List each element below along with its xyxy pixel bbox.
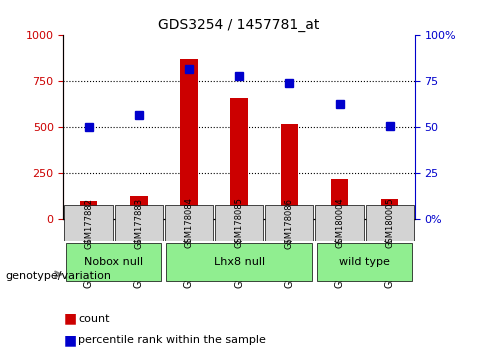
Text: GSM178084: GSM178084 [184,198,193,249]
FancyBboxPatch shape [366,205,414,241]
Bar [281,124,298,219]
FancyBboxPatch shape [166,243,312,281]
FancyBboxPatch shape [115,205,163,241]
FancyBboxPatch shape [66,243,162,281]
FancyBboxPatch shape [165,205,213,241]
Text: GSM177883: GSM177883 [134,198,143,249]
Bar [230,98,248,219]
FancyBboxPatch shape [64,205,113,241]
Bar [130,195,147,219]
Text: Nobox null: Nobox null [84,257,143,267]
Bar [180,59,198,219]
FancyBboxPatch shape [317,243,412,281]
FancyBboxPatch shape [315,205,364,241]
Title: GDS3254 / 1457781_at: GDS3254 / 1457781_at [159,18,320,32]
Bar [331,179,348,219]
Text: GSM177882: GSM177882 [84,198,93,249]
Text: genotype/variation: genotype/variation [5,271,111,281]
Text: Lhx8 null: Lhx8 null [214,257,264,267]
FancyBboxPatch shape [265,205,313,241]
Text: GSM180004: GSM180004 [335,198,344,249]
Text: ■: ■ [63,312,77,326]
FancyBboxPatch shape [215,205,263,241]
Text: GSM178086: GSM178086 [285,198,294,249]
Bar [80,201,97,219]
Text: wild type: wild type [339,257,390,267]
Text: GSM180005: GSM180005 [385,198,394,249]
Text: GSM178085: GSM178085 [235,198,244,249]
Text: count: count [78,314,110,324]
Text: percentile rank within the sample: percentile rank within the sample [78,335,266,345]
Text: ■: ■ [63,333,77,347]
Bar [381,199,399,219]
